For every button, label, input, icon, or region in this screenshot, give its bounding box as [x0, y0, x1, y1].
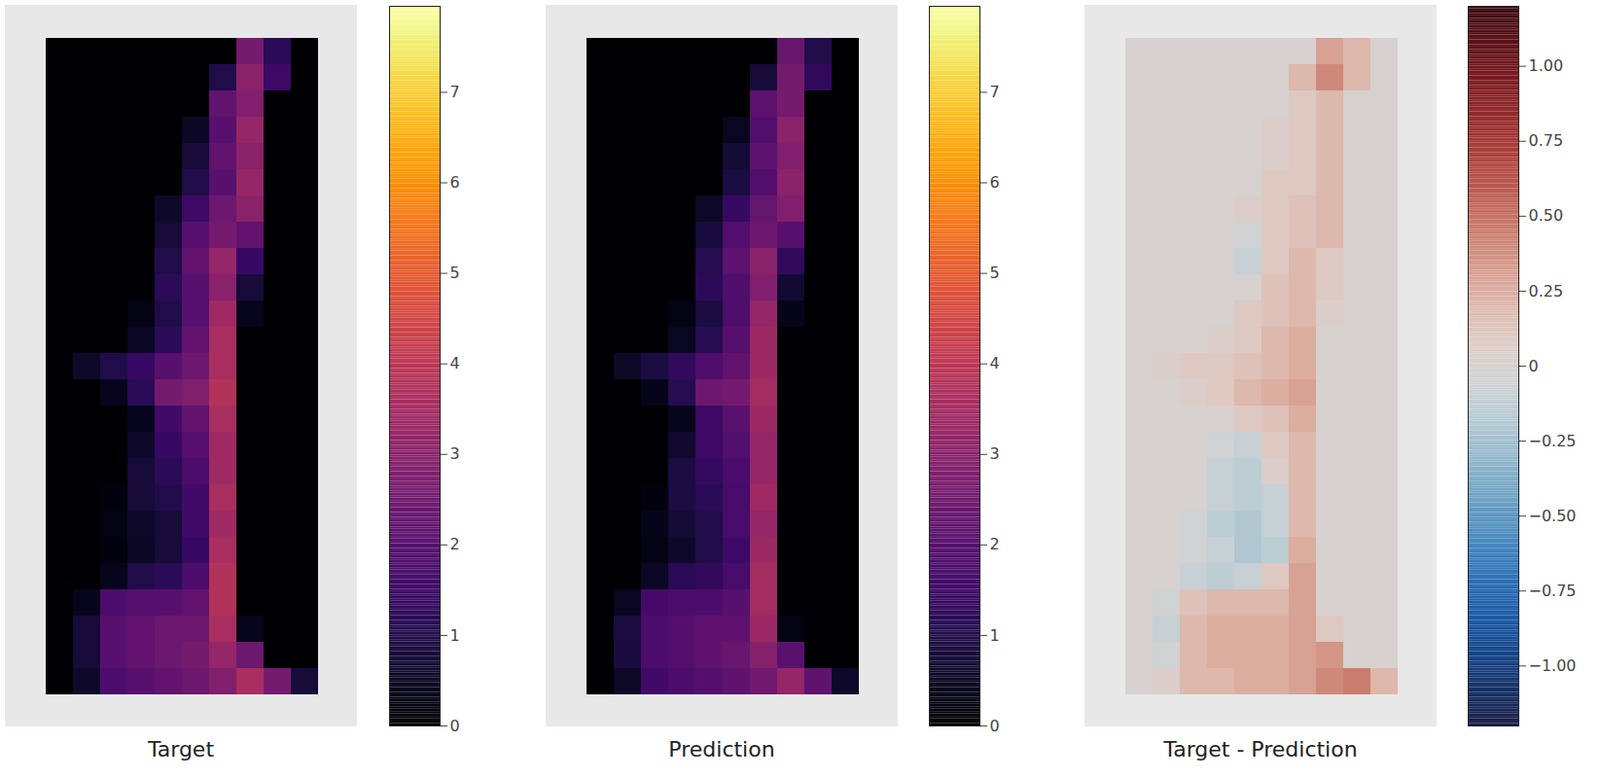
svg-text:7: 7: [990, 82, 1000, 102]
svg-text:4: 4: [990, 354, 1000, 373]
svg-text:−0.25: −0.25: [1528, 431, 1577, 451]
html-text:Target - Prediction: Target - Prediction: [1163, 737, 1358, 762]
svg-text:6: 6: [990, 173, 1000, 192]
svg-text:1: 1: [450, 626, 461, 645]
svg-text:0: 0: [450, 716, 461, 736]
svg-text:−0.50: −0.50: [1528, 506, 1577, 526]
svg-text:5: 5: [450, 263, 461, 283]
html-text:Prediction: Prediction: [668, 737, 775, 762]
svg-text:−0.75: −0.75: [1528, 581, 1577, 601]
svg-text:2: 2: [990, 534, 1000, 554]
svg-text:6: 6: [450, 173, 461, 192]
svg-text:3: 3: [450, 444, 461, 463]
svg-text:0.50: 0.50: [1528, 206, 1565, 225]
svg-text:0.25: 0.25: [1528, 282, 1565, 301]
svg-text:7: 7: [450, 82, 461, 102]
svg-text:0: 0: [990, 716, 1000, 736]
svg-text:5: 5: [990, 263, 1000, 283]
svg-text:1: 1: [990, 626, 1000, 645]
svg-text:1.00: 1.00: [1528, 56, 1565, 75]
svg-text:0.75: 0.75: [1528, 131, 1565, 150]
svg-text:0: 0: [1528, 356, 1539, 376]
svg-text:2: 2: [450, 534, 461, 554]
svg-text:4: 4: [450, 354, 461, 373]
html-text:Target: Target: [147, 737, 214, 762]
svg-text:−1.00: −1.00: [1528, 656, 1577, 676]
svg-text:3: 3: [990, 444, 1000, 463]
